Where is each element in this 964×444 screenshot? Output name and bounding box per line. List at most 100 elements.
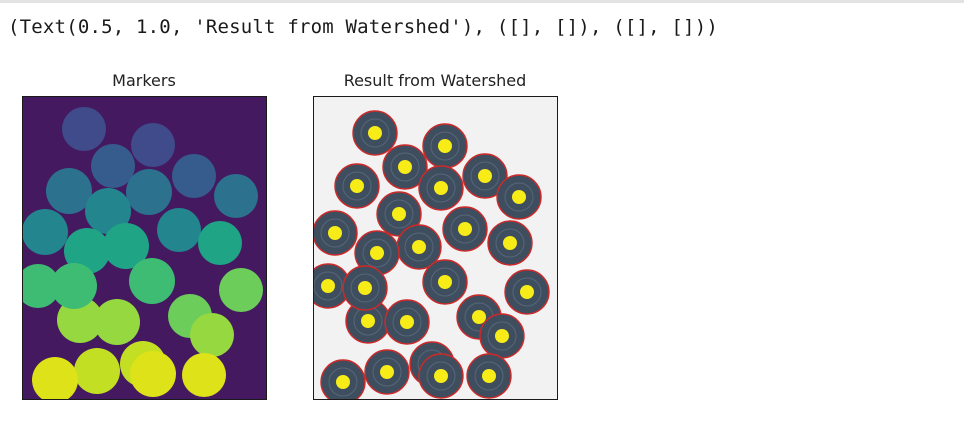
markers-image bbox=[22, 96, 267, 400]
coin-segment bbox=[364, 349, 410, 395]
marker-region bbox=[94, 299, 140, 345]
marker-dot bbox=[350, 179, 364, 193]
coin-segment bbox=[418, 165, 464, 211]
coin-segment bbox=[422, 123, 468, 169]
coin-segment bbox=[384, 299, 430, 345]
coin-segment bbox=[418, 353, 464, 399]
marker-dot bbox=[434, 181, 448, 195]
marker-dot bbox=[328, 226, 342, 240]
marker-dot bbox=[358, 281, 372, 295]
watershed-title: Result from Watershed bbox=[343, 71, 527, 90]
watershed-frame bbox=[313, 96, 558, 400]
coin-segment bbox=[479, 313, 525, 359]
marker-dot bbox=[434, 369, 448, 383]
marker-dot bbox=[503, 236, 517, 250]
marker-region bbox=[103, 223, 149, 269]
coin-segment bbox=[352, 110, 398, 156]
marker-region bbox=[198, 221, 242, 265]
coin-inner-ring bbox=[362, 238, 392, 268]
coin-inner-ring bbox=[320, 218, 350, 248]
coin-inner-ring bbox=[430, 131, 460, 161]
coin-inner-ring bbox=[470, 161, 500, 191]
cell-output-text: (Text(0.5, 1.0, 'Result from Watershed')… bbox=[8, 16, 718, 38]
marker-region bbox=[131, 123, 175, 167]
marker-dot bbox=[368, 126, 382, 140]
watershed-plot bbox=[313, 96, 558, 400]
marker-region bbox=[51, 263, 97, 309]
coin-segment bbox=[382, 144, 428, 190]
coin-inner-ring bbox=[426, 173, 456, 203]
marker-dot bbox=[512, 190, 526, 204]
marker-dot bbox=[438, 275, 452, 289]
marker-dot bbox=[482, 369, 496, 383]
marker-region bbox=[74, 348, 120, 394]
marker-region bbox=[157, 208, 201, 252]
marker-dot bbox=[321, 279, 335, 293]
coin-segment bbox=[496, 174, 542, 220]
marker-dot bbox=[392, 207, 406, 221]
marker-region bbox=[85, 188, 131, 234]
marker-region bbox=[172, 154, 216, 198]
marker-region bbox=[46, 168, 92, 214]
coin-inner-ring bbox=[328, 367, 358, 397]
coin-segment bbox=[342, 265, 388, 311]
coin-inner-ring bbox=[372, 357, 402, 387]
marker-dot bbox=[472, 310, 486, 324]
marker-region bbox=[22, 209, 68, 255]
coin-segment bbox=[462, 153, 508, 199]
marker-dot bbox=[361, 314, 375, 328]
marker-dot bbox=[380, 365, 394, 379]
marker-region bbox=[22, 264, 60, 308]
marker-region bbox=[32, 357, 78, 400]
coin-inner-ring bbox=[512, 277, 542, 307]
coin-inner-ring bbox=[342, 171, 372, 201]
coin-inner-ring bbox=[450, 214, 480, 244]
marker-dot bbox=[400, 315, 414, 329]
coin-inner-ring bbox=[426, 361, 456, 391]
coin-inner-ring bbox=[384, 199, 414, 229]
marker-dot bbox=[336, 375, 350, 389]
marker-dot bbox=[520, 285, 534, 299]
marker-region bbox=[129, 258, 175, 304]
coin-inner-ring bbox=[495, 228, 525, 258]
coin-segment bbox=[320, 359, 366, 400]
coin-inner-ring bbox=[360, 118, 390, 148]
marker-region bbox=[62, 107, 106, 151]
marker-dot bbox=[438, 139, 452, 153]
coin-segment bbox=[442, 206, 488, 252]
coin-inner-ring bbox=[504, 182, 534, 212]
marker-region bbox=[190, 313, 234, 357]
marker-region bbox=[182, 353, 226, 397]
marker-region bbox=[64, 228, 110, 274]
marker-dot bbox=[478, 169, 492, 183]
markers-title: Markers bbox=[112, 71, 176, 90]
coin-inner-ring bbox=[487, 321, 517, 351]
coin-segment bbox=[334, 163, 380, 209]
cell-divider bbox=[0, 0, 964, 3]
marker-region bbox=[219, 268, 263, 312]
coin-segment bbox=[396, 224, 442, 270]
marker-region bbox=[214, 174, 258, 218]
coin-segment bbox=[487, 220, 533, 266]
coin-segment bbox=[422, 259, 468, 305]
coin-segment bbox=[376, 191, 422, 237]
marker-region bbox=[57, 297, 103, 343]
marker-dot bbox=[412, 240, 426, 254]
marker-region bbox=[91, 144, 135, 188]
coin-inner-ring bbox=[392, 307, 422, 337]
coin-segment bbox=[466, 353, 512, 399]
coin-segment bbox=[313, 210, 358, 256]
coin-inner-ring bbox=[390, 152, 420, 182]
marker-dot bbox=[458, 222, 472, 236]
coin-segment bbox=[313, 263, 351, 309]
marker-dot bbox=[398, 160, 412, 174]
coin-inner-ring bbox=[474, 361, 504, 391]
marker-dot bbox=[370, 246, 384, 260]
marker-region bbox=[130, 351, 176, 397]
marker-region bbox=[126, 169, 172, 215]
watershed-image bbox=[313, 96, 558, 400]
markers-frame bbox=[22, 96, 267, 400]
markers-plot bbox=[22, 96, 267, 400]
coin-segment bbox=[504, 269, 550, 315]
coin-inner-ring bbox=[430, 267, 460, 297]
